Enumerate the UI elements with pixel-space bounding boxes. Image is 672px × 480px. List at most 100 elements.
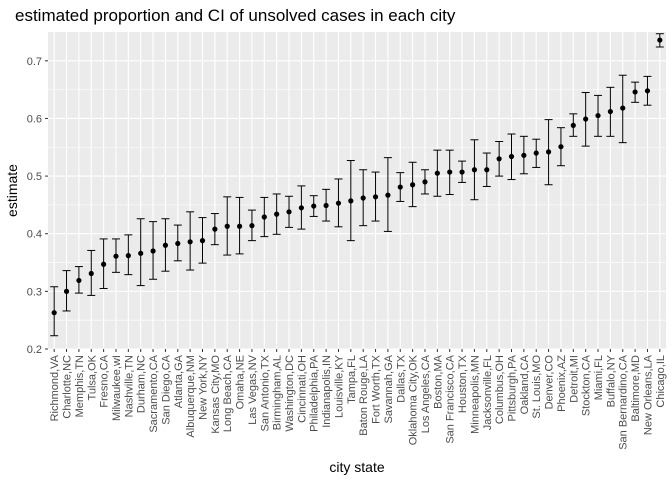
x-tick-label: Buffalo,NY	[605, 354, 617, 407]
x-tick-label: Richmond,VA	[49, 354, 61, 421]
x-tick-label: New York,NY	[198, 354, 210, 419]
x-tick-label: Fresno,CA	[99, 354, 111, 407]
data-point	[187, 239, 193, 245]
x-tick-label: Albuquerque,NM	[185, 355, 197, 438]
data-point	[471, 167, 478, 173]
data-point	[657, 37, 663, 43]
data-point	[88, 270, 94, 277]
data-point	[224, 223, 230, 229]
x-tick-label: Boston,MA	[432, 354, 444, 408]
x-tick-label: Phoenix,AZ	[556, 355, 568, 412]
data-point	[484, 167, 490, 173]
data-point	[125, 253, 131, 259]
x-tick-label: Oklahoma City,OK	[408, 354, 420, 445]
x-tick-label: Tampa,FL	[346, 355, 358, 404]
x-tick-label: Tulsa,OK	[86, 354, 98, 400]
x-tick-label: Durham,NC	[136, 355, 148, 413]
x-tick-label: Dallas,TX	[395, 354, 407, 402]
y-tick-label: 0.7	[27, 56, 42, 68]
x-tick-label: Birmingham,AL	[272, 355, 284, 430]
data-point	[545, 149, 552, 155]
data-point	[385, 192, 391, 198]
data-point	[101, 261, 107, 267]
x-axis-title: city state	[329, 459, 384, 475]
x-tick-label: Memphis,TN	[74, 355, 86, 417]
y-axis-title: estimate	[4, 164, 20, 217]
x-axis: Richmond,VA Charlotte,NC Memphis,TN Tulsa,O…	[49, 349, 667, 450]
y-tick-label: 0.4	[27, 229, 42, 241]
x-tick-label: Washington,DC	[284, 355, 296, 432]
x-tick-label: Philadelphia,PA	[309, 354, 321, 432]
x-tick-label: Oakland,CA	[519, 354, 531, 414]
data-point	[274, 211, 280, 217]
x-tick-label: Louisville,KY	[333, 354, 345, 418]
x-tick-label: Los Angeles,CA	[420, 354, 432, 433]
data-point	[298, 205, 304, 211]
data-point	[410, 182, 416, 188]
data-point	[496, 156, 502, 162]
x-tick-label: Charlotte,NC	[62, 355, 74, 419]
x-tick-label: Stockton,CA	[581, 354, 593, 416]
data-point	[459, 169, 465, 175]
data-point	[236, 223, 243, 229]
x-tick-label: Detroit,MI	[568, 355, 580, 403]
x-tick-label: San Antonio,TX	[259, 354, 271, 431]
x-tick-label: Savannah,GA	[383, 354, 395, 423]
y-tick-label: 0.2	[27, 344, 42, 356]
data-point	[632, 89, 638, 95]
data-point	[372, 194, 379, 200]
x-tick-label: Miami,FL	[593, 355, 605, 400]
data-point	[644, 88, 651, 94]
data-point	[311, 203, 317, 209]
x-tick-label: Las Vegas,NV	[247, 354, 259, 424]
chart-title: estimated proportion and CI of unsolved …	[15, 6, 456, 25]
x-tick-label: Baltimore,MD	[630, 355, 642, 422]
x-tick-label: Columbus,OH	[494, 355, 506, 424]
x-tick-label: Minneapolis,MN	[469, 355, 481, 434]
data-point	[607, 108, 613, 115]
data-point	[51, 310, 57, 316]
y-tick-label: 0.6	[27, 113, 42, 125]
x-tick-label: St. Louis,MO	[531, 355, 543, 419]
data-point	[620, 105, 626, 111]
data-point	[583, 116, 589, 122]
x-tick-label: Houston,TX	[457, 354, 469, 413]
data-point	[63, 288, 70, 294]
x-tick-label: Kansas City,MO	[210, 355, 222, 434]
data-point	[422, 179, 428, 185]
x-tick-label: Chicago,IL	[655, 355, 667, 408]
data-point	[348, 198, 354, 204]
x-tick-label: Denver,CO	[544, 355, 556, 410]
data-point	[533, 150, 539, 156]
x-tick-label: Indianapolis,IN	[321, 355, 333, 428]
x-tick-label: San Francisco,CA	[445, 354, 457, 443]
data-point	[360, 195, 366, 201]
x-tick-label: Long Beach,CA	[222, 354, 234, 432]
x-tick-label: New Orleans,LA	[642, 354, 654, 435]
data-point	[595, 112, 601, 119]
x-tick-label: Milwaukee,wI	[111, 355, 123, 421]
x-tick-label: Atlanta,GA	[173, 354, 185, 408]
data-point	[570, 122, 576, 128]
data-point	[113, 253, 119, 259]
data-point	[521, 152, 527, 158]
x-tick-label: Jacksonville,FL	[482, 355, 494, 430]
x-tick-label: Sacramento,CA	[148, 354, 160, 432]
data-point	[162, 242, 169, 248]
data-point	[199, 238, 206, 244]
data-point	[335, 200, 342, 206]
x-tick-label: Nashville,TN	[123, 355, 135, 417]
x-tick-label: Cincinnati,OH	[296, 355, 308, 423]
data-point	[508, 153, 515, 160]
data-point	[261, 214, 267, 220]
y-tick-label: 0.3	[27, 286, 42, 298]
data-point	[558, 144, 564, 150]
data-point	[138, 250, 144, 256]
data-point	[286, 209, 292, 215]
y-tick-label: 0.5	[27, 171, 42, 183]
x-tick-label: Baton Rouge,LA	[358, 354, 370, 435]
data-point	[150, 248, 156, 254]
data-point	[212, 226, 218, 232]
y-axis: 0.2 0.3 0.4 0.5 0.6 0.7	[27, 56, 48, 356]
